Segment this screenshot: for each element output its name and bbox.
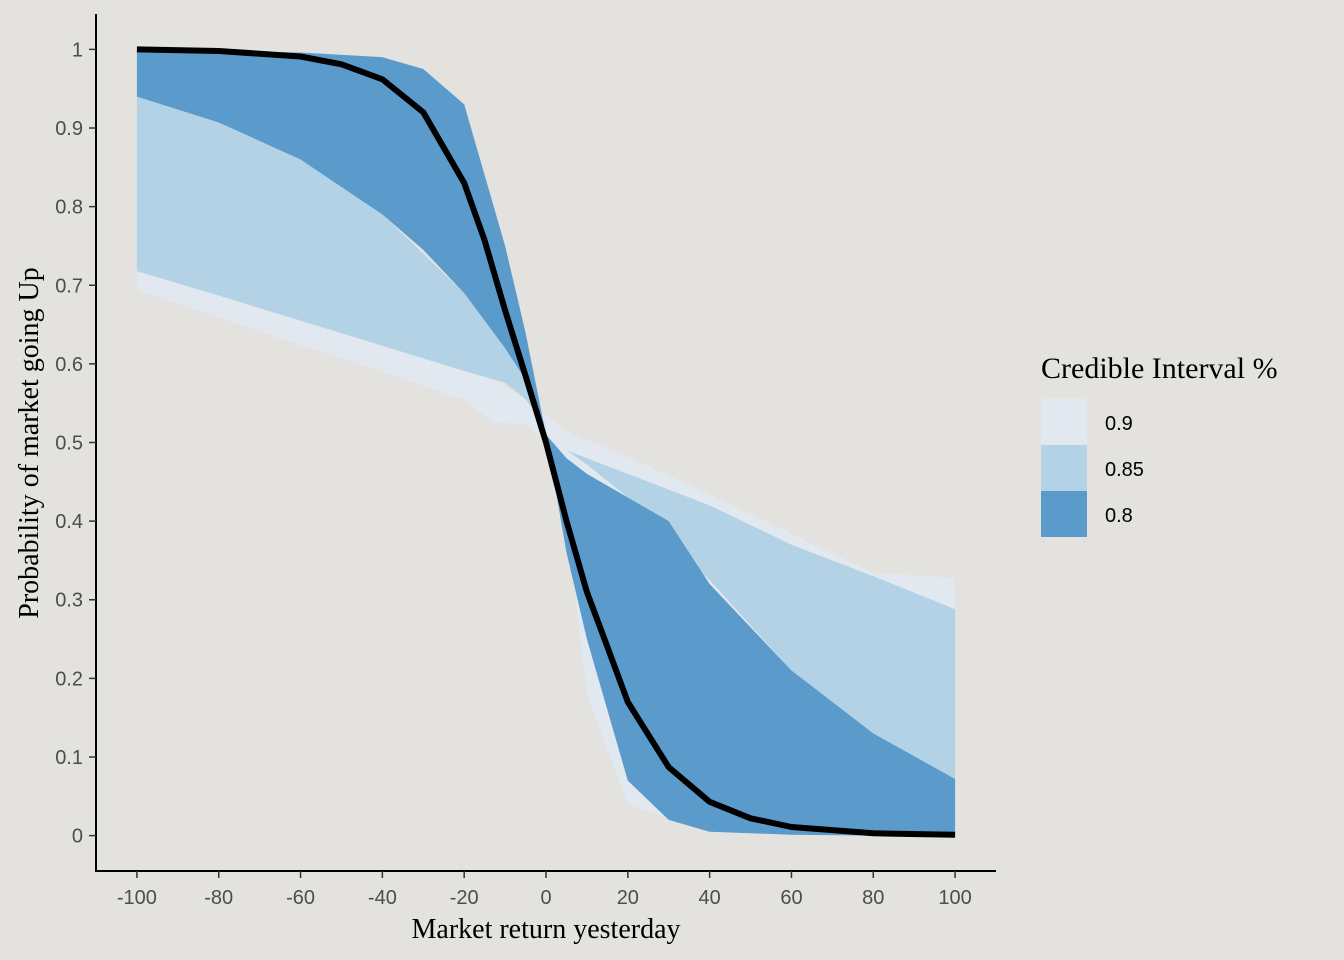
- x-tick-label: -40: [368, 887, 397, 909]
- y-tick-label: 0.6: [55, 354, 83, 376]
- y-tick-label: 0.4: [55, 511, 83, 533]
- y-ticks: 0 0.1 0.2 0.3 0.4 0.5 0.6 0.7 0.8 0.9 1: [55, 39, 96, 848]
- x-tick-label: -100: [117, 887, 157, 909]
- legend-label: 0.9: [1105, 413, 1133, 435]
- x-tick-label: -20: [450, 887, 479, 909]
- x-tick-label: 60: [780, 887, 802, 909]
- x-tick-label: 0: [540, 887, 551, 909]
- x-tick-label: -80: [204, 887, 233, 909]
- x-tick-label: -60: [286, 887, 315, 909]
- y-tick-label: 0.3: [55, 590, 83, 612]
- legend-label: 0.85: [1105, 459, 1144, 481]
- y-tick-label: 0.2: [55, 668, 83, 690]
- credible-interval-bands: [136, 51, 956, 836]
- y-tick-label: 1: [72, 39, 83, 61]
- legend-swatch: [1041, 491, 1087, 537]
- x-tick-label: 80: [862, 887, 884, 909]
- legend-label: 0.8: [1105, 505, 1133, 527]
- y-tick-label: 0.1: [55, 747, 83, 769]
- x-ticks: -100 -80 -60 -40 -20 0 20 40 60 80 100: [117, 871, 972, 909]
- x-axis-title: Market return yesterday: [412, 914, 681, 945]
- legend-swatch: [1041, 445, 1087, 491]
- x-tick-label: 100: [938, 887, 971, 909]
- y-tick-label: 0.8: [55, 197, 83, 219]
- median-curve: [136, 46, 956, 838]
- band-0-8: [136, 51, 956, 836]
- x-tick-label: 40: [699, 887, 721, 909]
- y-tick-label: 0.7: [55, 275, 83, 297]
- x-tick-label: 20: [617, 887, 639, 909]
- y-tick-label: 0.5: [55, 433, 83, 455]
- y-axis-title: Probability of market going Up: [14, 267, 45, 619]
- y-tick-label: 0.9: [55, 118, 83, 140]
- legend-title: Credible Interval %: [1041, 352, 1278, 385]
- y-tick-label: 0: [72, 826, 83, 848]
- median-curve-layer: [136, 46, 956, 838]
- legend: Credible Interval % 0.9 0.85 0.8: [1041, 352, 1278, 537]
- band-0-85: [136, 96, 956, 780]
- legend-swatch: [1041, 399, 1087, 445]
